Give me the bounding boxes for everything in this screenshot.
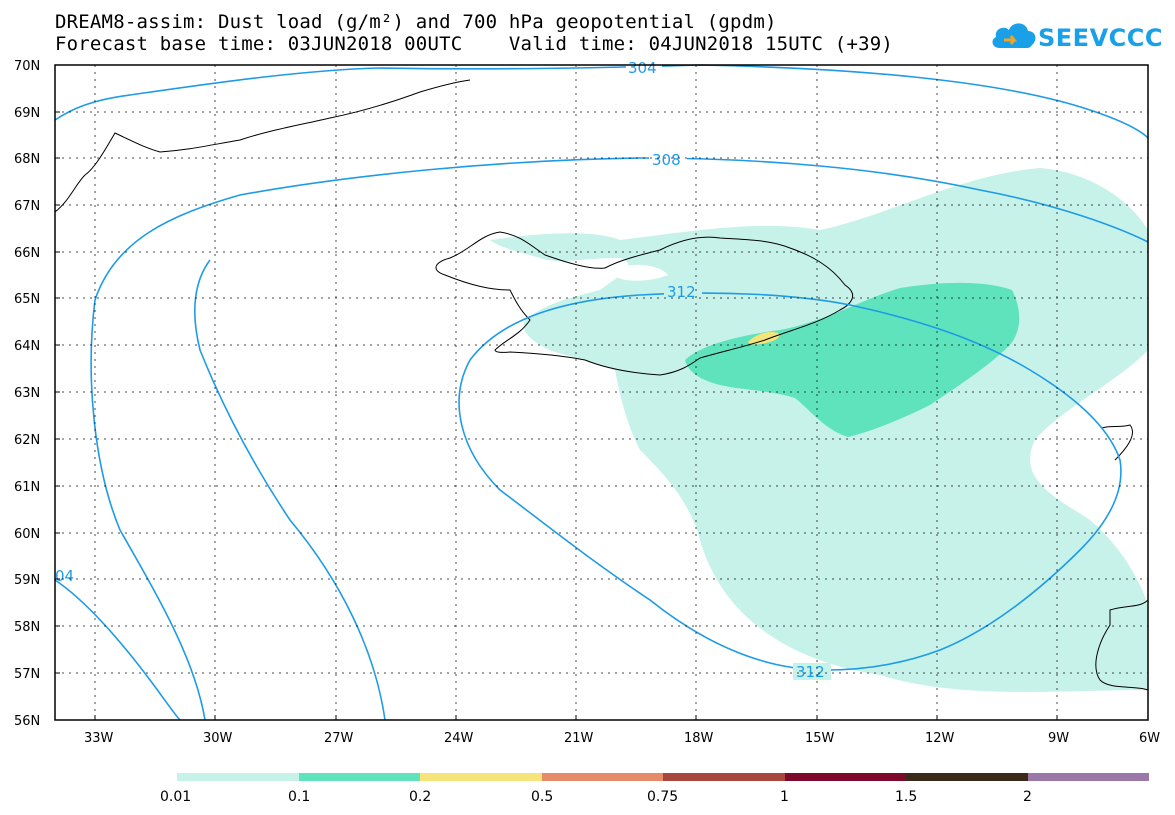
legend-swatch xyxy=(906,773,1028,781)
coastlines xyxy=(54,79,1149,691)
lon-label: 18W xyxy=(684,731,714,746)
contour-label: 308 xyxy=(652,151,681,169)
dust-level-0.1-area xyxy=(685,282,1020,437)
contour-308 xyxy=(90,157,1149,721)
lat-label: 69N xyxy=(14,106,40,121)
contour-label: 312 xyxy=(667,283,696,301)
lat-label: 61N xyxy=(14,480,40,495)
graticule xyxy=(55,65,1148,720)
contour-304-southwest xyxy=(54,579,181,721)
dust-level-0.2-area xyxy=(748,332,780,345)
dust-field xyxy=(490,168,1148,692)
legend-swatch xyxy=(785,773,906,781)
lon-label: 33W xyxy=(84,731,114,746)
lat-label: 70N xyxy=(14,59,40,74)
lat-label: 65N xyxy=(14,292,40,307)
geopotential-contours xyxy=(54,64,1149,721)
lat-label: 56N xyxy=(14,714,40,729)
lon-label: 9W xyxy=(1048,731,1069,746)
logo-text: SEEVCCC xyxy=(1038,24,1163,52)
contour-labels: 304 308 312 312 04 xyxy=(55,59,831,681)
lat-label: 67N xyxy=(14,199,40,214)
lon-label: 27W xyxy=(324,731,354,746)
contour-label: 304 xyxy=(628,59,657,77)
legend-label: 0.1 xyxy=(288,789,310,805)
lat-label: 62N xyxy=(14,433,40,448)
longitude-labels: 33W 30W 27W 24W 21W 18W 15W 12W 9W 6W xyxy=(84,731,1160,746)
contour-312 xyxy=(458,292,1122,671)
contour-304-south xyxy=(194,259,386,721)
lat-label: 59N xyxy=(14,573,40,588)
lat-label: 63N xyxy=(14,386,40,401)
contour-304-north xyxy=(54,64,1149,139)
forecast-time-line: Forecast base time: 03JUN2018 00UTC Vali… xyxy=(55,33,894,55)
axis-ticks xyxy=(55,64,1058,720)
legend-swatch xyxy=(1028,773,1149,781)
legend-label: 1 xyxy=(780,789,789,805)
legend-label: 0.75 xyxy=(647,789,678,805)
lon-label: 6W xyxy=(1139,731,1160,746)
legend-swatch xyxy=(177,773,299,781)
legend-swatch xyxy=(542,773,663,781)
legend-label: 2 xyxy=(1023,789,1032,805)
lat-label: 68N xyxy=(14,152,40,167)
legend-swatch xyxy=(663,773,785,781)
iceland-coast xyxy=(435,231,854,376)
legend-swatch xyxy=(420,773,542,781)
lon-label: 15W xyxy=(805,731,835,746)
contour-label: 312 xyxy=(796,663,825,681)
legend-label: 0.2 xyxy=(409,789,431,805)
map-title: DREAM8-assim: Dust load (g/m²) and 700 h… xyxy=(55,11,777,33)
legend-label: 0.01 xyxy=(160,789,191,805)
cloud-icon xyxy=(992,23,1036,48)
seevccc-logo: SEEVCCC xyxy=(990,18,1165,58)
lat-label: 58N xyxy=(14,620,40,635)
scotland-coast xyxy=(1095,424,1149,691)
clear-patch xyxy=(611,264,668,281)
lon-label: 12W xyxy=(925,731,955,746)
legend-swatch xyxy=(299,773,420,781)
legend-label: 1.5 xyxy=(895,789,917,805)
greenland-coast xyxy=(54,79,471,213)
color-legend: 0.01 0.1 0.2 0.5 0.75 1 1.5 2 xyxy=(160,773,1149,805)
lat-label: 57N xyxy=(14,667,40,682)
lat-label: 66N xyxy=(14,246,40,261)
latitude-labels: 70N 69N 68N 67N 66N 65N 64N 63N 62N 61N … xyxy=(14,59,40,729)
lon-label: 30W xyxy=(203,731,233,746)
legend-label: 0.5 xyxy=(531,789,553,805)
lon-label: 21W xyxy=(564,731,594,746)
lon-label: 24W xyxy=(444,731,474,746)
lat-label: 60N xyxy=(14,527,40,542)
dust-level-0.01-area xyxy=(490,168,1148,692)
lat-label: 64N xyxy=(14,339,40,354)
contour-label: 04 xyxy=(55,567,74,585)
